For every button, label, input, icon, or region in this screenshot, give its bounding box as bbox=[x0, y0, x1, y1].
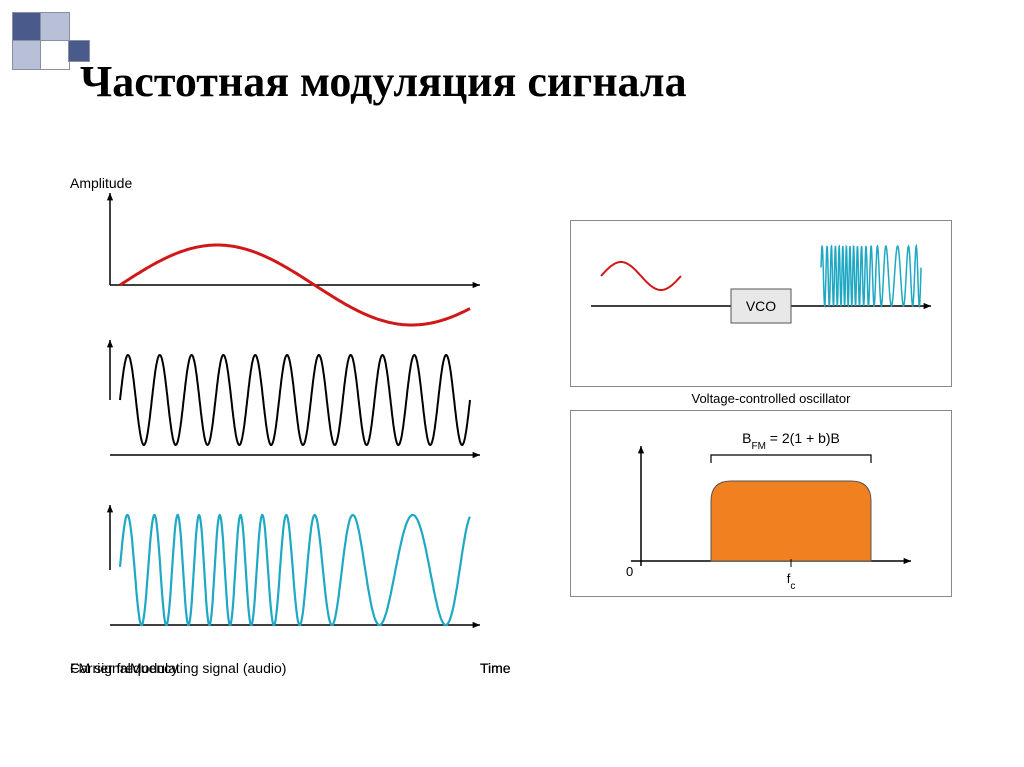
plot3-xlabel: Time bbox=[480, 660, 511, 676]
waveform-panel: Amplitude Modulating signal (audio) Time… bbox=[40, 175, 540, 655]
y-axis-label: Amplitude bbox=[70, 175, 132, 191]
vco-svg: VCO bbox=[571, 221, 951, 386]
spectrum-box: 0 fc BFM = 2(1 + b)B bbox=[570, 410, 952, 597]
svg-text:fc: fc bbox=[787, 571, 796, 592]
waveform-svg bbox=[40, 175, 540, 655]
vco-box: VCO Voltage-controlled oscillator bbox=[570, 220, 952, 387]
svg-text:0: 0 bbox=[626, 564, 633, 579]
page-title: Частотная модуляция сигнала bbox=[80, 56, 687, 107]
svg-text:BFM = 2(1 + b)B: BFM = 2(1 + b)B bbox=[742, 430, 840, 452]
vco-caption: Voltage-controlled oscillator bbox=[691, 391, 851, 406]
spectrum-svg: 0 fc BFM = 2(1 + b)B bbox=[571, 411, 951, 596]
svg-text:VCO: VCO bbox=[746, 298, 776, 314]
plot3-label: FM signal bbox=[70, 660, 131, 676]
right-panel: VCO Voltage-controlled oscillator 0 fc BFM… bbox=[570, 220, 970, 620]
